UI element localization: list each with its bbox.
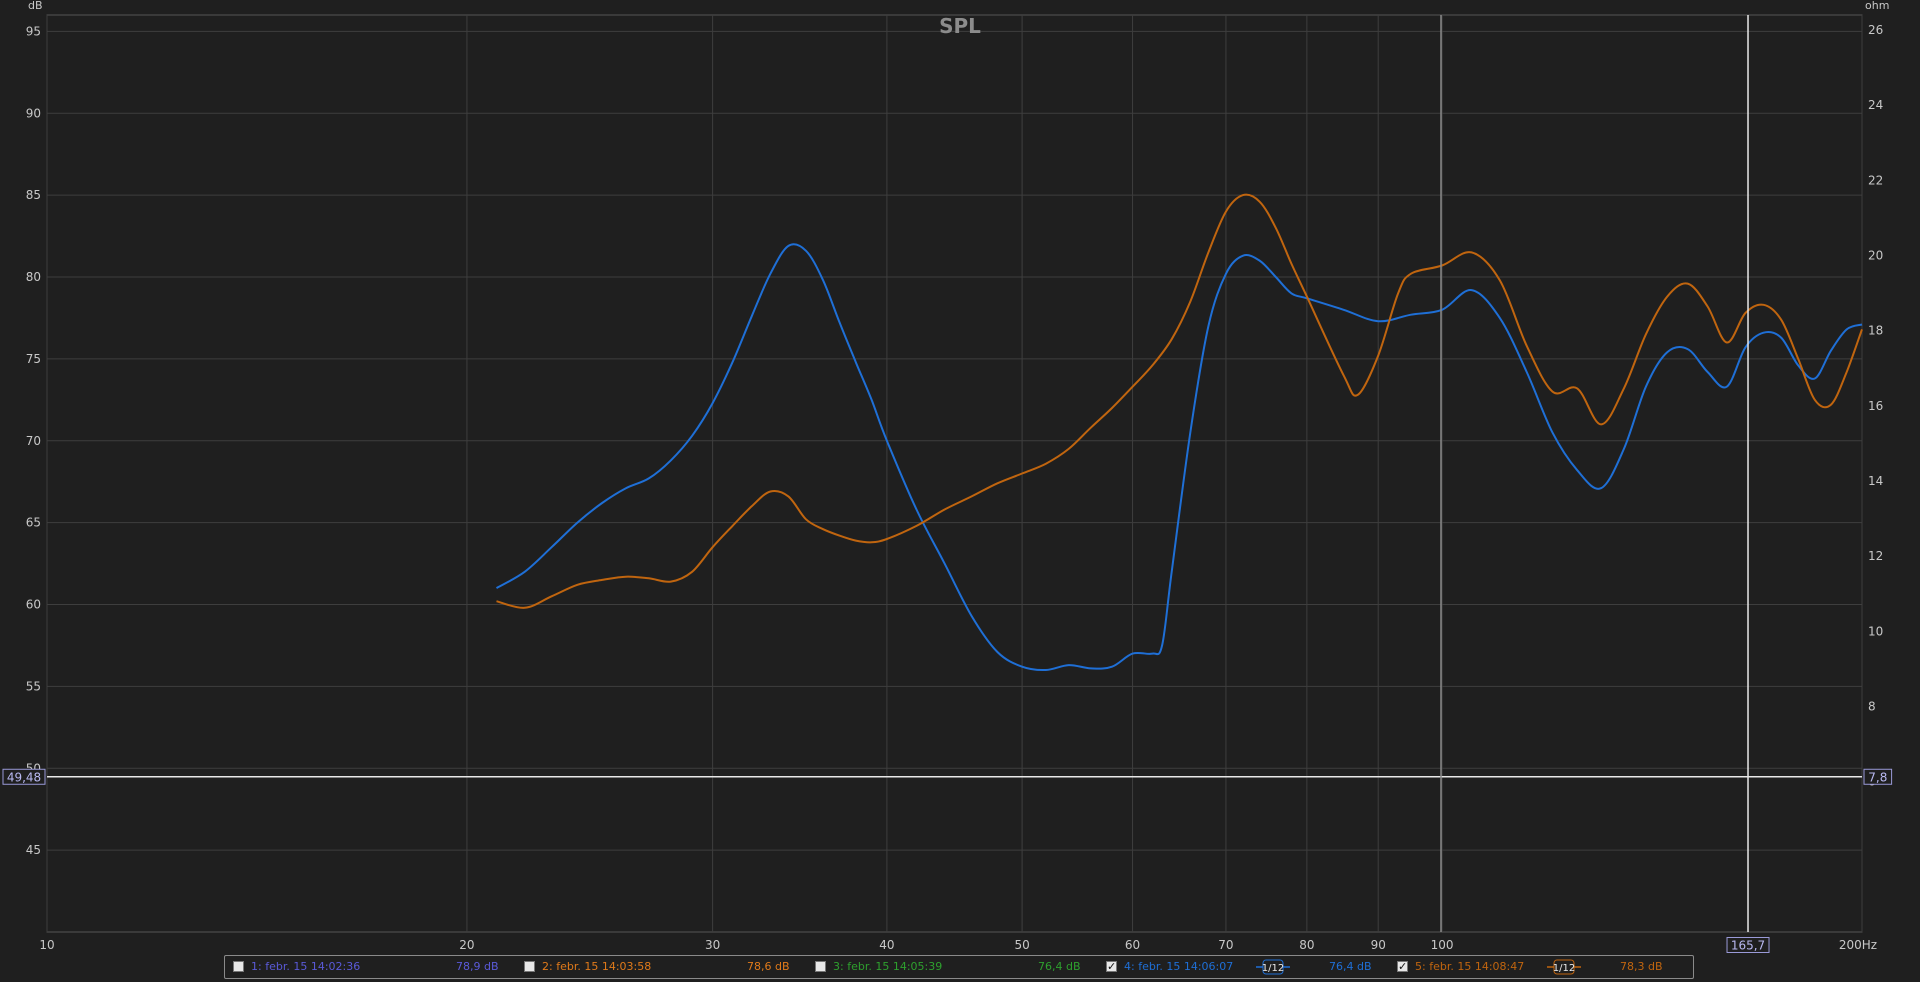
legend-checkbox-2[interactable]: [524, 961, 535, 972]
y-tick-label: 85: [26, 188, 41, 202]
legend-label-4[interactable]: 4: febr. 15 14:06:07: [1124, 960, 1234, 973]
legend-label-2[interactable]: 2: febr. 15 14:03:58: [542, 960, 652, 973]
legend-label-3[interactable]: 3: febr. 15 14:05:39: [833, 960, 943, 973]
chart-title: SPL: [939, 14, 981, 38]
smoothing-icon[interactable]: 1/12: [1256, 959, 1290, 975]
y-tick-label: 45: [26, 843, 41, 857]
y2-tick-label: 26: [1868, 23, 1883, 37]
cursor[interactable]: 49,48 7,8 165,7: [2, 15, 1893, 953]
x-tick-label: 80: [1299, 938, 1314, 952]
cursor-y-readout: 49,48: [2, 768, 46, 785]
y-tick-label: 55: [26, 679, 41, 693]
series-layer: [496, 193, 1863, 672]
y2-tick-label: 10: [1868, 624, 1883, 638]
y2-tick-label: 24: [1868, 98, 1883, 112]
legend-checkbox-4[interactable]: ✓: [1106, 960, 1117, 973]
svg-text:165,7: 165,7: [1731, 939, 1765, 953]
y2-tick-label: 8: [1868, 700, 1876, 714]
legend-label-5[interactable]: 5: febr. 15 14:08:47: [1415, 960, 1525, 973]
y-tick-label: 60: [26, 598, 41, 612]
svg-text:1/12: 1/12: [1262, 963, 1284, 974]
y-tick-label: 65: [26, 516, 41, 530]
legend-checkbox-3[interactable]: [815, 961, 826, 972]
smoothing-icon[interactable]: 1/12: [1547, 959, 1581, 975]
legend-bar: 1: febr. 15 14:02:36 78,9 dB 2: febr. 15 1…: [224, 955, 1694, 979]
x-tick-label: 50: [1014, 938, 1029, 952]
x-tick-label: 90: [1371, 938, 1386, 952]
cursor-y2-readout: 7,8: [1863, 768, 1893, 785]
x-tick-label: 20: [459, 938, 474, 952]
legend-value-5: 78,3 dB: [1620, 960, 1663, 973]
legend-checkbox-1[interactable]: [233, 961, 244, 972]
grid-lines: [46, 14, 1863, 933]
x-tick-label: 60: [1125, 938, 1140, 952]
x-tick-label: 40: [879, 938, 894, 952]
legend-checkbox-5[interactable]: ✓: [1397, 960, 1408, 973]
svg-text:1/12: 1/12: [1553, 963, 1575, 974]
legend-value-1: 78,9 dB: [456, 960, 499, 973]
left-axis-unit: dB: [28, 0, 43, 12]
x-tick-label: 70: [1218, 938, 1233, 952]
y-tick-label: 95: [26, 24, 41, 38]
right-axis-unit: ohm: [1865, 0, 1889, 12]
x-tick-label: 200Hz: [1839, 938, 1877, 952]
series-line-1: [496, 243, 1863, 672]
svg-text:49,48: 49,48: [7, 770, 41, 784]
y-tick-label: 90: [26, 106, 41, 120]
y2-tick-label: 18: [1868, 324, 1883, 338]
y-tick-label: 80: [26, 270, 41, 284]
y2-tick-label: 20: [1868, 249, 1883, 263]
legend-value-4: 76,4 dB: [1329, 960, 1372, 973]
x-tick-label: 30: [705, 938, 720, 952]
cursor-x-readout: 165,7: [1726, 937, 1770, 953]
series-line-2: [496, 193, 1863, 609]
axis-ticks: 10 20 30 40 50 60 70 80 90 100 200Hz45505560657075…: [26, 23, 1884, 952]
legend-label-1[interactable]: 1: febr. 15 14:02:36: [251, 960, 361, 973]
y-tick-label: 70: [26, 434, 41, 448]
x-tick-label: 100: [1431, 938, 1454, 952]
y2-tick-label: 16: [1868, 399, 1883, 413]
y-tick-label: 75: [26, 352, 41, 366]
plot-frame: [46, 14, 1863, 933]
y2-tick-label: 22: [1868, 173, 1883, 187]
x-tick-label: 10: [39, 938, 54, 952]
svg-text:7,8: 7,8: [1868, 770, 1887, 784]
y2-tick-label: 12: [1868, 549, 1883, 563]
legend-value-2: 78,6 dB: [747, 960, 790, 973]
legend-value-3: 76,4 dB: [1038, 960, 1081, 973]
y2-tick-label: 14: [1868, 474, 1883, 488]
